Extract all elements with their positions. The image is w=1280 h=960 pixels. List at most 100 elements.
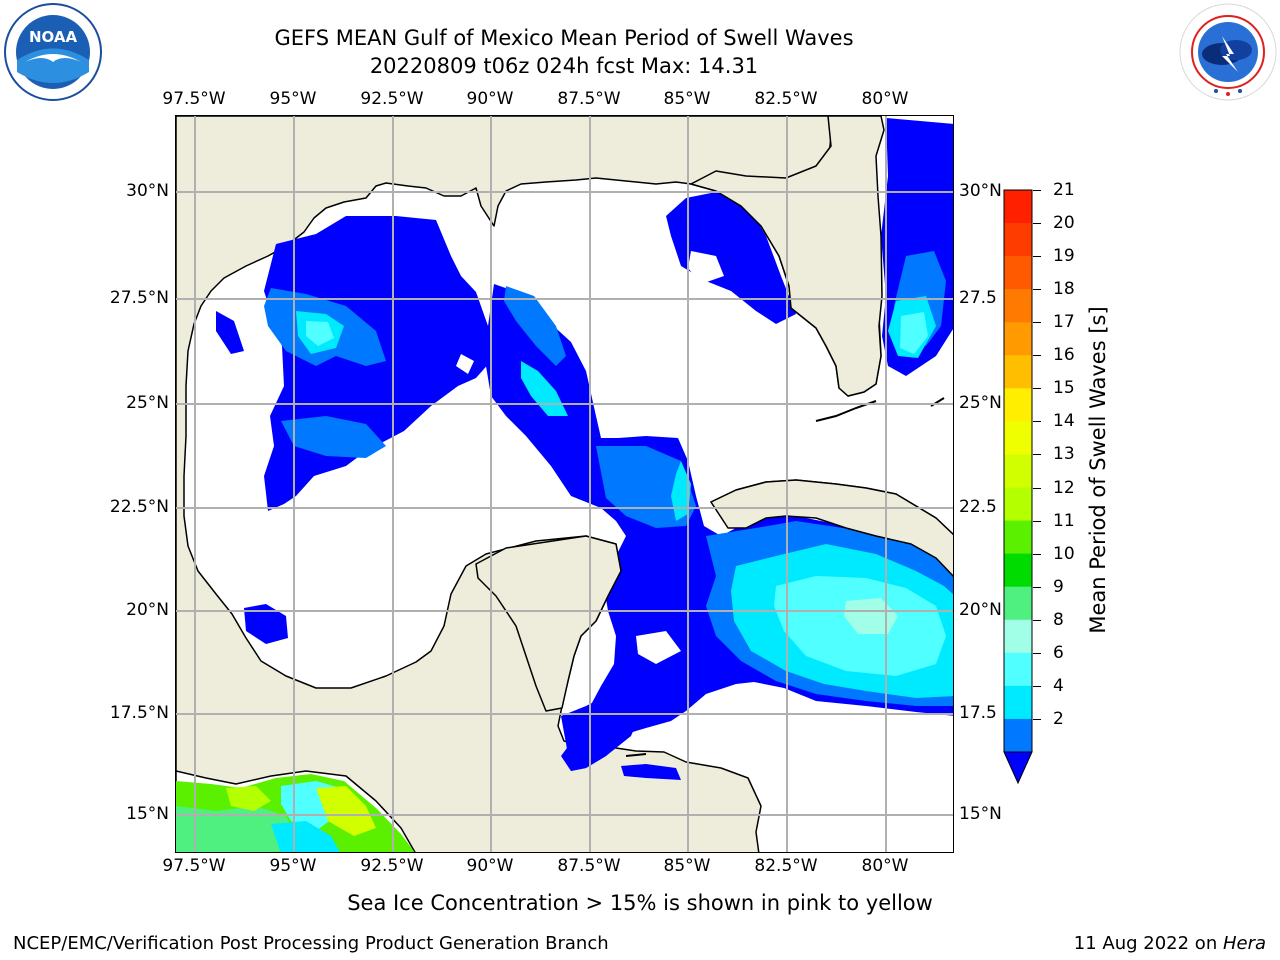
colorbar-tick-label: 15 — [1053, 378, 1075, 399]
colorbar-tick-mark — [1033, 619, 1041, 621]
honduras-bay-islands — [625, 753, 647, 757]
footer-credit: NCEP/EMC/Verification Post Processing Pr… — [13, 933, 609, 954]
lat-tick-left: 22.5°N — [109, 497, 169, 517]
lat-tick-left: 17.5°N — [109, 703, 169, 723]
colorbar-cell — [1004, 520, 1032, 555]
colorbar-label: Mean Period of Swell Waves [s] — [1086, 306, 1110, 634]
colorbar-tick-mark — [1033, 652, 1041, 654]
colorbar-cell — [1004, 421, 1032, 455]
noaa-logo: NOAA — [3, 2, 103, 102]
lon-tick-top: 95°W — [269, 89, 317, 109]
colorbar-tick-label: 19 — [1053, 246, 1075, 267]
colorbar-tick-mark — [1033, 355, 1041, 357]
colorbar-tick-label: 17 — [1053, 312, 1075, 333]
colorbar — [1003, 189, 1033, 785]
swell-period-map — [176, 116, 953, 852]
colorbar-tick-label: 12 — [1053, 477, 1075, 498]
colorbar-cell — [1004, 685, 1032, 720]
lat-tick-left: 30°N — [126, 181, 169, 201]
swell-gap — [296, 616, 321, 636]
lon-tick-bottom: 90°W — [466, 856, 514, 876]
swell-band-6-8-west — [306, 321, 334, 346]
colorbar-cell — [1004, 652, 1032, 687]
swell-band-4-6-loop — [521, 361, 568, 416]
colorbar-tick-label: 9 — [1053, 576, 1064, 597]
lat-tick-right: 30°N — [959, 181, 1002, 201]
lat-tick-right: 17.5 — [959, 703, 997, 723]
colorbar-tick-label: 8 — [1053, 609, 1064, 630]
swell-region-sw-patch — [244, 604, 288, 644]
swell-pacific-band-yellow2 — [226, 786, 271, 811]
swell-gap — [456, 354, 474, 374]
colorbar-tick-mark — [1033, 322, 1041, 324]
colorbar-tick-mark — [1033, 487, 1041, 489]
colorbar-tick-mark — [1033, 256, 1041, 258]
lon-tick-bottom: 80°W — [861, 856, 909, 876]
colorbar-cell — [1004, 388, 1032, 422]
lon-tick-top: 97.5°W — [162, 89, 226, 109]
swell-region-west — [264, 216, 491, 511]
sea-ice-note: Sea Ice Concentration > 15% is shown in … — [347, 891, 933, 915]
land-yucatan-top — [475, 535, 622, 712]
footer-date: 11 Aug 2022 on — [1073, 933, 1223, 954]
colorbar-cell — [1004, 586, 1032, 621]
colorbar-tick-mark — [1033, 520, 1041, 522]
map-subtitle: 20220809 t06z 024h fcst Max: 14.31 — [369, 54, 759, 78]
swell-band-8-9-caribbean — [844, 598, 898, 634]
lon-tick-top: 85°W — [663, 89, 711, 109]
swell-gap — [688, 251, 724, 284]
map-panel — [175, 115, 954, 853]
colorbar-tick-mark — [1033, 718, 1041, 720]
colorbar-extend-arrow — [1003, 751, 1033, 785]
colorbar-tick-label: 10 — [1053, 543, 1075, 564]
colorbar-cell — [1004, 487, 1032, 522]
lat-tick-right: 27.5 — [959, 288, 997, 308]
colorbar-cell — [1004, 289, 1032, 323]
colorbar-tick-label: 14 — [1053, 411, 1075, 432]
lat-tick-left: 25°N — [126, 393, 169, 413]
lon-tick-top: 82.5°W — [754, 89, 818, 109]
lon-tick-bottom: 92.5°W — [360, 856, 424, 876]
colorbar-tick-mark — [1033, 190, 1041, 191]
map-title: GEFS MEAN Gulf of Mexico Mean Period of … — [274, 26, 854, 50]
colorbar-tick-mark — [1033, 586, 1041, 588]
colorbar-tick-label: 2 — [1053, 708, 1064, 729]
colorbar-cell — [1004, 256, 1032, 290]
land-cuba-top — [710, 479, 953, 577]
swell-region-honduras — [621, 764, 681, 780]
swell-band-2-4-loop — [504, 286, 566, 366]
lon-tick-top: 90°W — [466, 89, 514, 109]
colorbar-cell — [1004, 190, 1032, 224]
swell-band-4-6-yucatan — [671, 461, 691, 521]
lon-tick-bottom: 97.5°W — [162, 856, 226, 876]
colorbar-tick-label: 4 — [1053, 675, 1064, 696]
swell-band-6-8-atlantic — [900, 312, 928, 354]
lon-tick-top: 80°W — [861, 89, 909, 109]
colorbar-tick-label: 20 — [1053, 213, 1075, 234]
lon-tick-bottom: 87.5°W — [557, 856, 621, 876]
colorbar-cell — [1004, 619, 1032, 654]
colorbar-cell — [1004, 553, 1032, 588]
lon-tick-bottom: 95°W — [269, 856, 317, 876]
lon-tick-top: 92.5°W — [360, 89, 424, 109]
lat-tick-left: 27.5°N — [109, 288, 169, 308]
colorbar-tick-label: 18 — [1053, 279, 1075, 300]
swell-pacific-band-cyan2 — [271, 821, 340, 852]
swell-pacific-band-light — [176, 806, 296, 852]
swell-region-w-patch — [216, 311, 244, 354]
footer-timestamp: 11 Aug 2022 on Hera — [1074, 933, 1266, 954]
colorbar-tick-mark — [1033, 421, 1041, 423]
swell-region-yucatan-strait — [561, 682, 646, 771]
lat-tick-left: 15°N — [126, 804, 169, 824]
colorbar-tick-label: 13 — [1053, 444, 1075, 465]
lon-tick-bottom: 85°W — [663, 856, 711, 876]
lat-tick-right: 15°N — [959, 804, 1002, 824]
colorbar-tick-label: 21 — [1053, 180, 1075, 200]
colorbar-tick-mark — [1033, 388, 1041, 390]
colorbar-tick-mark — [1033, 223, 1041, 225]
swell-gap — [401, 478, 428, 501]
colorbar-cell — [1004, 322, 1032, 356]
swell-region-ne-gulf — [666, 191, 796, 324]
swell-gap — [636, 631, 681, 664]
colorbar-cell — [1004, 223, 1032, 257]
